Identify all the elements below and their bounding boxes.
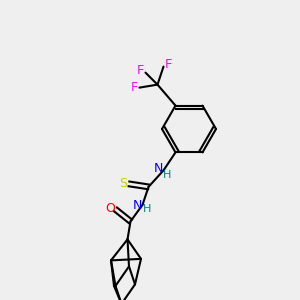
Text: H: H [143, 204, 151, 214]
Text: F: F [164, 58, 172, 71]
Text: S: S [120, 177, 128, 190]
Text: N: N [133, 199, 142, 212]
Text: N: N [154, 162, 163, 176]
Text: H: H [163, 170, 172, 180]
Text: O: O [105, 202, 115, 215]
Text: F: F [130, 81, 138, 94]
Text: F: F [136, 64, 144, 77]
